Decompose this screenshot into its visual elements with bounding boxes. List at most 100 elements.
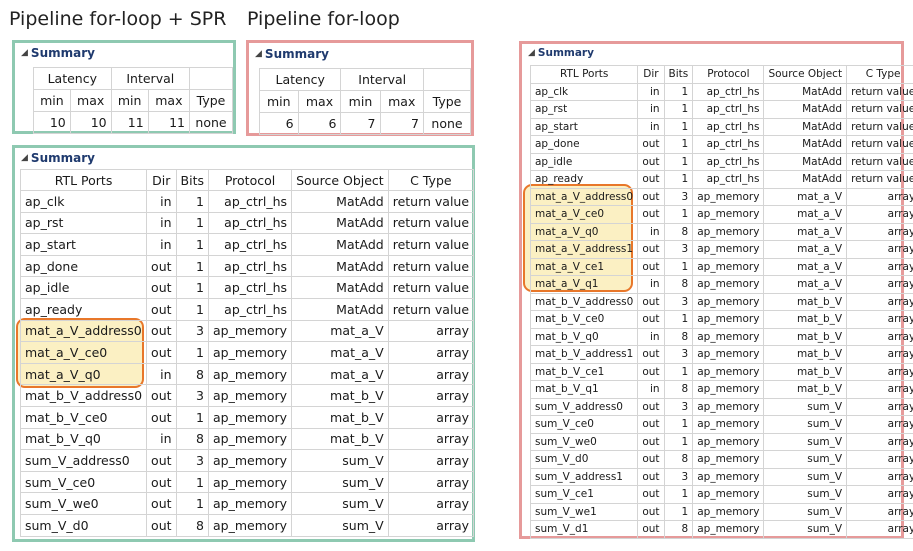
- port-name: mat_b_V_ce1: [529, 362, 639, 381]
- summary-header[interactable]: ◢ Summary: [255, 47, 329, 61]
- table-row[interactable]: ap_rst in 1 ap_ctrl_hs MatAdd return value: [529, 100, 913, 119]
- table-row[interactable]: sum_V_address0 out 3 ap_memory sum_V array: [529, 397, 913, 416]
- port-name: ap_rst: [529, 100, 639, 119]
- port-bits: 1: [663, 82, 694, 101]
- table-row[interactable]: sum_V_ce0 out 1 ap_memory sum_V array: [19, 470, 475, 494]
- port-source-object: mat_b_V: [291, 384, 389, 407]
- table-row[interactable]: ap_ready out 1 ap_ctrl_hs MatAdd return value: [19, 297, 475, 321]
- table-row[interactable]: mat_a_V_q0 in 8 ap_memory mat_a_V array: [529, 222, 913, 241]
- table-row[interactable]: mat_b_V_q1 in 8 ap_memory mat_b_V array: [529, 380, 913, 399]
- table-row[interactable]: mat_a_V_q0 in 8 ap_memory mat_a_V array: [19, 362, 475, 386]
- col-header-dir[interactable]: Dir: [637, 65, 665, 84]
- col-header-dir[interactable]: Dir: [146, 169, 177, 191]
- table-row[interactable]: mat_a_V_address0 out 3 ap_memory mat_a_V arra…: [529, 187, 913, 206]
- port-name: sum_V_ce0: [19, 470, 148, 494]
- port-source-object: sum_V: [763, 502, 848, 521]
- table-row[interactable]: mat_a_V_address0 out 3 ap_memory mat_a_V arra…: [19, 319, 475, 343]
- collapse-triangle-icon[interactable]: ◢: [21, 153, 28, 163]
- port-dir: out: [637, 310, 665, 329]
- port-c-type: array: [387, 341, 475, 364]
- table-row[interactable]: ap_idle out 1 ap_ctrl_hs MatAdd return value: [19, 276, 475, 299]
- port-source-object: mat_a_V: [763, 187, 848, 206]
- table-row[interactable]: mat_a_V_address1 out 3 ap_memory mat_a_V arra…: [529, 240, 913, 259]
- collapse-triangle-icon[interactable]: ◢: [21, 48, 28, 58]
- table-row[interactable]: ap_done out 1 ap_ctrl_hs MatAdd return value: [19, 254, 475, 278]
- port-name: ap_idle: [529, 152, 639, 171]
- port-protocol: ap_memory: [692, 450, 765, 469]
- table-row[interactable]: sum_V_ce1 out 1 ap_memory sum_V array: [529, 485, 913, 504]
- collapse-triangle-icon[interactable]: ◢: [255, 49, 262, 59]
- table-row[interactable]: mat_b_V_address0 out 3 ap_memory mat_b_V arra…: [529, 292, 913, 311]
- port-dir: out: [637, 502, 665, 521]
- col-header-source-object[interactable]: Source Object: [291, 169, 389, 191]
- latency-max-value: 6: [297, 112, 342, 135]
- table-row[interactable]: mat_a_V_ce0 out 1 ap_memory mat_a_V array: [19, 341, 475, 364]
- port-source-object: mat_a_V: [291, 362, 389, 386]
- col-header: Type: [189, 89, 233, 112]
- summary-header[interactable]: ◢ Summary: [21, 46, 95, 60]
- port-c-type: array: [846, 380, 913, 399]
- port-bits: 1: [175, 233, 210, 256]
- port-dir: in: [637, 222, 665, 241]
- table-row[interactable]: mat_a_V_q1 in 8 ap_memory mat_a_V array: [529, 275, 913, 294]
- col-header-bits[interactable]: Bits: [663, 65, 694, 84]
- latency-panel-spr: ◢ Summary Latency Interval min max min m…: [12, 40, 236, 134]
- ports-panel-spr: ◢ Summary RTL Ports Dir Bits Protocol So…: [12, 145, 475, 542]
- col-header-rtl-ports[interactable]: RTL Ports: [19, 169, 148, 191]
- table-row[interactable]: sum_V_we1 out 1 ap_memory sum_V array: [529, 502, 913, 521]
- col-header-protocol[interactable]: Protocol: [692, 65, 765, 84]
- table-row[interactable]: sum_V_d0 out 8 ap_memory sum_V array: [19, 513, 475, 537]
- table-row[interactable]: ap_clk in 1 ap_ctrl_hs MatAdd return value: [19, 190, 475, 213]
- port-source-object: MatAdd: [763, 117, 848, 136]
- table-row[interactable]: ap_idle out 1 ap_ctrl_hs MatAdd return value: [529, 152, 913, 171]
- table-row[interactable]: mat_b_V_ce0 out 1 ap_memory mat_b_V array: [19, 405, 475, 429]
- summary-header[interactable]: ◢ Summary: [528, 47, 594, 59]
- port-source-object: mat_b_V: [763, 310, 848, 329]
- table-row[interactable]: ap_ready out 1 ap_ctrl_hs MatAdd return value: [529, 170, 913, 189]
- port-name: ap_idle: [19, 276, 148, 299]
- table-row[interactable]: sum_V_address1 out 3 ap_memory sum_V array: [529, 467, 913, 486]
- table-row[interactable]: ap_rst in 1 ap_ctrl_hs MatAdd return value: [19, 211, 475, 235]
- col-header: max: [69, 89, 112, 112]
- port-dir: out: [637, 432, 665, 451]
- interval-group-header: Interval: [110, 67, 191, 90]
- table-row[interactable]: sum_V_d1 out 8 ap_memory sum_V array: [529, 520, 913, 539]
- table-row[interactable]: mat_a_V_ce0 out 1 ap_memory mat_a_V array: [529, 205, 913, 224]
- table-row[interactable]: mat_a_V_ce1 out 1 ap_memory mat_a_V array: [529, 257, 913, 276]
- table-row[interactable]: ap_start in 1 ap_ctrl_hs MatAdd return value: [529, 117, 913, 136]
- summary-header[interactable]: ◢ Summary: [21, 151, 95, 165]
- table-row[interactable]: sum_V_address0 out 3 ap_memory sum_V array: [19, 449, 475, 472]
- table-row[interactable]: sum_V_we0 out 1 ap_memory sum_V array: [529, 432, 913, 451]
- port-dir: out: [637, 152, 665, 171]
- table-row[interactable]: sum_V_d0 out 8 ap_memory sum_V array: [529, 450, 913, 469]
- col-header-source-object[interactable]: Source Object: [763, 65, 848, 84]
- table-row[interactable]: sum_V_ce0 out 1 ap_memory sum_V array: [529, 415, 913, 434]
- port-protocol: ap_ctrl_hs: [692, 170, 765, 189]
- table-row[interactable]: ap_clk in 1 ap_ctrl_hs MatAdd return value: [529, 82, 913, 101]
- latency-max-value: 10: [69, 111, 112, 134]
- col-header-protocol[interactable]: Protocol: [207, 169, 293, 191]
- port-protocol: ap_memory: [692, 327, 765, 346]
- col-header-rtl-ports[interactable]: RTL Ports: [529, 65, 639, 84]
- table-row[interactable]: mat_b_V_q0 in 8 ap_memory mat_b_V array: [19, 427, 475, 451]
- port-protocol: ap_memory: [692, 345, 765, 364]
- latency-table: Latency Interval min max min max Type 10…: [33, 67, 233, 134]
- table-row[interactable]: mat_b_V_address0 out 3 ap_memory mat_b_V arra…: [19, 384, 475, 407]
- table-row[interactable]: mat_b_V_address1 out 3 ap_memory mat_b_V arra…: [529, 345, 913, 364]
- col-header-bits[interactable]: Bits: [175, 169, 210, 191]
- table-row[interactable]: ap_start in 1 ap_ctrl_hs MatAdd return value: [19, 233, 475, 256]
- rtl-ports-table: RTL Ports Dir Bits Protocol Source Objec…: [19, 169, 475, 537]
- ports-panel-plain: ◢ Summary RTL Ports Dir Bits Protocol So…: [519, 41, 913, 539]
- table-row[interactable]: mat_b_V_ce1 out 1 ap_memory mat_b_V array: [529, 362, 913, 381]
- table-row[interactable]: ap_done out 1 ap_ctrl_hs MatAdd return value: [529, 135, 913, 154]
- port-bits: 1: [175, 254, 210, 278]
- table-row[interactable]: sum_V_we0 out 1 ap_memory sum_V array: [19, 492, 475, 515]
- port-c-type: array: [846, 502, 913, 521]
- table-row[interactable]: mat_b_V_ce0 out 1 ap_memory mat_b_V array: [529, 310, 913, 329]
- collapse-triangle-icon[interactable]: ◢: [528, 48, 535, 58]
- col-header-c-type[interactable]: C Type: [846, 65, 913, 84]
- port-source-object: sum_V: [291, 470, 389, 494]
- port-source-object: mat_b_V: [763, 380, 848, 399]
- col-header-c-type[interactable]: C Type: [387, 169, 475, 191]
- table-row[interactable]: mat_b_V_q0 in 8 ap_memory mat_b_V array: [529, 327, 913, 346]
